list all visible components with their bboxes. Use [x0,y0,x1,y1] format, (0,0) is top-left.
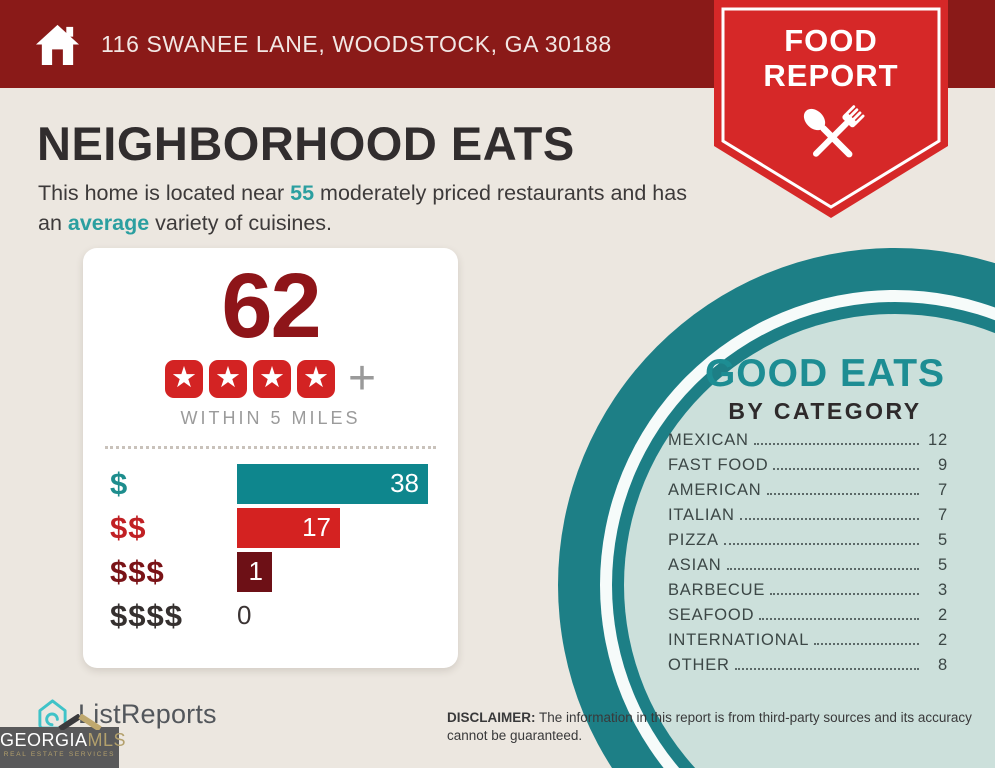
mls-roof-icon [58,714,102,730]
rating-star-icon: ★ [208,359,247,398]
price-bar-row: $$ 17 [110,507,458,548]
price-bar: 1 [237,551,272,592]
good-eats-header: GOOD EATS BY CATEGORY [655,352,995,425]
price-level-label: $ [110,465,129,501]
dotted-leader [753,443,919,445]
stars-row: ★ ★ ★ ★ + [83,351,458,405]
category-row: ASIAN 5 [668,556,948,574]
category-count: 5 [938,531,948,549]
category-row: SEAFOOD 2 [668,606,948,624]
category-label: AMERICAN [668,481,762,499]
radius-label: WITHIN 5 MILES [180,407,361,428]
disclaimer-text: The information in this report is from t… [447,710,972,743]
rating-star-icon: ★ [296,359,335,398]
category-label: INTERNATIONAL [668,631,810,649]
good-eats-subtitle: BY CATEGORY [728,398,922,424]
page-title: NEIGHBORHOOD EATS [37,117,575,170]
price-level-label: $$ [110,509,147,545]
disclaimer: DISCLAIMER: The information in this repo… [447,709,982,745]
ribbon-shape [714,0,948,218]
category-count: 5 [938,556,948,574]
dotted-leader [773,468,919,470]
restaurant-score-card: 62 ★ ★ ★ ★ + WITHIN 5 MILES $38 $$ 17 $$$ 1 $$$$ 0 [83,248,458,668]
dotted-divider [105,445,436,449]
summary-text: This home is located near 55 moderately … [38,179,693,238]
category-row: MEXICAN 12 [668,431,948,449]
rating-star-icon: ★ [252,359,291,398]
price-bar-value: 38 [390,468,419,499]
category-row: ITALIAN 7 [668,506,948,524]
category-count: 8 [938,656,948,674]
category-row: OTHER 8 [668,656,948,674]
category-label: FAST FOOD [668,456,769,474]
food-report-ribbon: FOOD REPORT [714,0,948,218]
restaurant-count: 62 [221,255,321,357]
price-bar-chart: $38 $$ 17 $$$ 1 $$$$ 0 [110,463,458,636]
summary-part3: variety of cuisines. [149,210,333,235]
price-bar-row: $$$$ 0 [110,596,458,636]
category-label: BARBECUE [668,581,766,599]
ribbon-title-line2: REPORT [763,57,899,93]
mls-tagline: REAL ESTATE SERVICES [3,751,116,758]
mls-wordmark-mls: MLS [87,730,127,750]
listreports-wordmark: ListReports [78,699,217,729]
price-level-label: $$$ [110,553,165,589]
price-bar-value: 1 [248,556,263,587]
variety-highlight: average [67,210,150,235]
good-eats-title: GOOD EATS [704,352,946,395]
category-count: 7 [938,506,948,524]
price-bar-value: 17 [302,512,331,543]
plus-icon: + [347,351,377,405]
ribbon-title-line1: FOOD [784,23,878,58]
category-label: MEXICAN [668,431,749,449]
listreports-logo: ListReports [36,698,217,731]
summary-part2: moderately priced restaurants and has an [38,181,687,235]
category-row: PIZZA 5 [668,531,948,549]
dotted-leader [726,568,919,570]
category-count: 12 [928,431,948,449]
price-bar: 17 [237,507,340,548]
dotted-leader [770,593,919,595]
category-list: MEXICAN 12 FAST FOOD 9 AMERICAN 7 ITALIAN 7 PIZZ… [668,431,948,681]
georgia-mls-logo: GEORGIAMLS REAL ESTATE SERVICES [0,714,126,768]
dotted-leader [739,518,919,520]
price-bar-value: 0 [237,600,252,631]
category-label: OTHER [668,656,730,674]
dotted-leader [814,643,919,645]
disclaimer-label: DISCLAIMER: [447,710,536,725]
mls-wordmark-georgia: GEORGIA [0,730,88,750]
category-count: 9 [938,456,948,474]
price-bar: 38 [237,463,428,504]
category-count: 2 [938,631,948,649]
category-row: AMERICAN 7 [668,481,948,499]
dotted-leader [766,493,919,495]
category-count: 3 [938,581,948,599]
home-icon [35,24,80,65]
mls-wordmark: GEORGIAMLS [0,730,126,750]
dotted-leader [734,668,919,670]
price-bar-row: $$$ 1 [110,551,458,592]
category-label: PIZZA [668,531,719,549]
category-row: BARBECUE 3 [668,581,948,599]
category-label: ASIAN [668,556,722,574]
category-row: INTERNATIONAL 2 [668,631,948,649]
category-label: ITALIAN [668,506,735,524]
ribbon-title: FOOD REPORT [714,23,948,93]
category-count: 2 [938,606,948,624]
restaurant-count-highlight: 55 [290,181,315,205]
price-level-label: $$$$ [110,597,183,633]
summary-part1: This home is located near [38,181,291,205]
category-row: FAST FOOD 9 [668,456,948,474]
property-address: 116 SWANEE LANE, WOODSTOCK, GA 30188 [101,30,612,57]
rating-star-icon: ★ [164,359,203,398]
category-label: SEAFOOD [668,606,755,624]
price-bar-row: $38 [110,463,458,504]
fork-and-spoon-icon [803,105,865,158]
dotted-leader [759,618,919,620]
category-count: 7 [938,481,948,499]
dotted-leader [723,543,919,545]
